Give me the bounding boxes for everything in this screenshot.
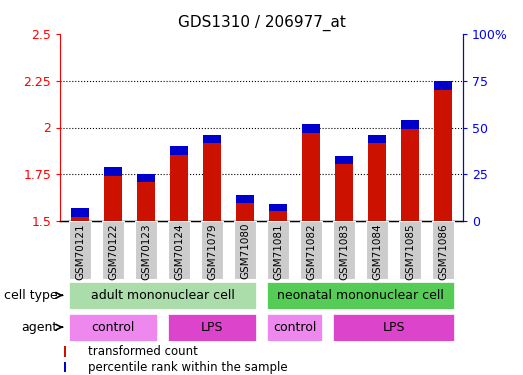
Bar (236, 195, 254, 221)
Title: GDS1310 / 206977_at: GDS1310 / 206977_at (178, 15, 345, 31)
Text: neonatal mononuclear cell: neonatal mononuclear cell (277, 289, 444, 302)
Text: LPS: LPS (201, 321, 223, 334)
Text: GSM71080: GSM71080 (240, 223, 250, 279)
Bar (302, 124, 320, 221)
Bar (104, 167, 122, 221)
Bar (333, 221, 355, 279)
Text: GSM71083: GSM71083 (339, 223, 349, 280)
Bar (400, 221, 421, 279)
Bar (269, 204, 287, 212)
Bar (401, 120, 419, 129)
Text: percentile rank within the sample: percentile rank within the sample (88, 361, 288, 374)
Text: GSM70124: GSM70124 (174, 223, 184, 280)
Text: GSM71081: GSM71081 (273, 223, 283, 280)
Bar (267, 282, 454, 309)
Text: GSM71084: GSM71084 (372, 223, 382, 280)
Bar (269, 204, 287, 221)
Bar (137, 174, 155, 182)
Text: GSM70122: GSM70122 (108, 223, 118, 280)
Bar (69, 314, 157, 340)
Bar (433, 221, 454, 279)
Bar (71, 208, 89, 221)
Text: adult mononuclear cell: adult mononuclear cell (90, 289, 234, 302)
Bar (168, 314, 256, 340)
Bar (102, 221, 123, 279)
Bar (104, 167, 122, 176)
Text: GSM70121: GSM70121 (75, 223, 85, 280)
Bar (64, 346, 66, 357)
Text: cell type: cell type (4, 289, 58, 302)
Bar (333, 314, 454, 340)
Bar (434, 81, 452, 221)
Bar (203, 135, 221, 221)
Bar (236, 195, 254, 203)
Bar (201, 221, 223, 279)
Bar (69, 221, 90, 279)
Bar (366, 221, 388, 279)
Bar (368, 135, 386, 144)
Bar (302, 124, 320, 133)
Text: GSM71082: GSM71082 (306, 223, 316, 280)
Bar (267, 314, 322, 340)
Bar (64, 362, 66, 372)
Text: control: control (92, 321, 134, 334)
Bar (335, 156, 353, 164)
Bar (335, 156, 353, 221)
Bar (234, 221, 256, 279)
Bar (170, 146, 188, 154)
Text: control: control (273, 321, 316, 334)
Bar (71, 208, 89, 218)
Bar (203, 135, 221, 144)
Bar (137, 174, 155, 221)
Bar (135, 221, 157, 279)
Text: GSM71079: GSM71079 (207, 223, 217, 280)
Text: LPS: LPS (382, 321, 405, 334)
Text: GSM71085: GSM71085 (405, 223, 415, 280)
Text: GSM71086: GSM71086 (438, 223, 448, 280)
Bar (170, 146, 188, 221)
Text: transformed count: transformed count (88, 345, 198, 358)
Bar (434, 81, 452, 90)
Bar (401, 120, 419, 221)
Bar (168, 221, 190, 279)
Bar (368, 135, 386, 221)
Text: GSM70123: GSM70123 (141, 223, 151, 280)
Bar (69, 282, 256, 309)
Bar (267, 221, 289, 279)
Bar (300, 221, 322, 279)
Text: agent: agent (21, 321, 58, 334)
